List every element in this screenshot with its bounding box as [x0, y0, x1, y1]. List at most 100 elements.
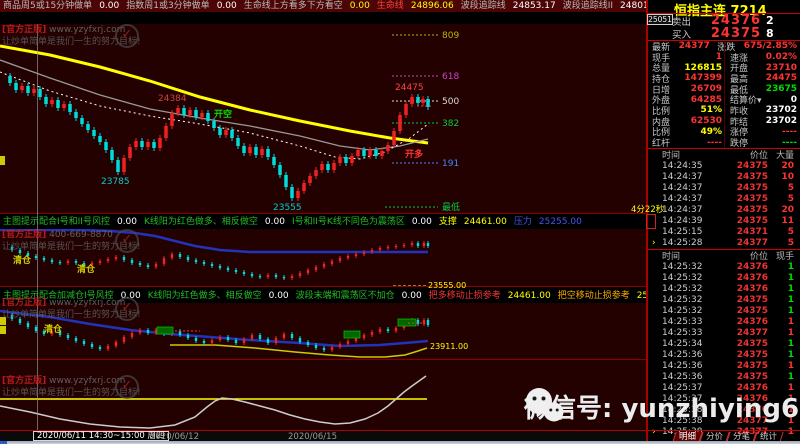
candle-body: [186, 335, 190, 338]
candle-body: [266, 275, 270, 277]
candle-body: [356, 150, 360, 156]
time-axis-bar: 2020/06/11 14:30~15:00 周四 2020/06/12 2020…: [0, 431, 646, 442]
tick-volume: 1: [787, 371, 794, 382]
tick-volume: 1: [787, 327, 794, 338]
table-row: 14:25:33 24377 1: [648, 327, 800, 338]
candle-body: [32, 89, 36, 93]
candle-body: [306, 270, 310, 273]
indicator-pane-3-chart[interactable]: [0, 360, 646, 430]
table-row: 14:25:36 24375 1: [648, 360, 800, 371]
watermark-brand-tag: [官方正版]: [2, 376, 47, 386]
table-row: 14:25:15 24371 5: [648, 226, 800, 237]
main-candlestick-chart[interactable]: 809 618 500 382 191 最低: [0, 24, 646, 213]
table-row: 14:24:39 24375 11: [648, 215, 800, 226]
signal-label: 清仓: [77, 265, 96, 275]
candle-body: [386, 329, 390, 331]
candle-body: [226, 268, 230, 270]
crosshair-vertical-line[interactable]: [37, 24, 38, 431]
chart-mark: [0, 326, 6, 334]
sell-price: 24376: [710, 13, 762, 28]
watermark-brand-tag: [官方正版]: [2, 298, 47, 308]
table-row: 14:24:37 24375 10: [648, 171, 800, 182]
candle-body: [194, 110, 198, 117]
tick-price: 24375: [736, 204, 768, 215]
stat-label: 最低: [730, 85, 749, 96]
tab-分价[interactable]: 分价: [699, 431, 730, 442]
tick-volume: 1: [787, 382, 794, 393]
tab-明细[interactable]: 明细: [672, 431, 703, 442]
price-annotation: 23785: [101, 177, 130, 187]
candle-body: [362, 150, 366, 156]
candle-body: [346, 341, 350, 344]
indicator-pane-1-chart[interactable]: [0, 229, 646, 287]
tick-volume: 1: [787, 426, 794, 437]
sell-quote-row[interactable]: 卖出 24376 2: [648, 13, 800, 28]
watermark-brand-tag: [官方正版]: [2, 230, 47, 240]
tick-volume: 11: [781, 215, 794, 226]
candle-body: [164, 126, 168, 138]
candle-body: [116, 160, 120, 172]
tick-volume: 1: [787, 349, 794, 360]
candle-body: [122, 337, 126, 342]
indicator-text: 指数周1或3分钟做单: [126, 1, 210, 11]
candle-body: [282, 334, 286, 338]
tick-price: 24376: [736, 272, 768, 283]
table-row: 14:24:37 24375 5: [648, 182, 800, 193]
tick-volume: 5: [787, 226, 794, 237]
tick-time: 14:25:33: [662, 316, 703, 327]
tab-统计[interactable]: 统计: [753, 431, 784, 442]
candle-body: [392, 131, 396, 145]
candle-body: [74, 338, 78, 341]
candle-body: [314, 267, 318, 270]
candle-body: [128, 147, 132, 158]
pane-divider: [0, 286, 646, 287]
indicator-text: 24853.17: [512, 1, 556, 11]
candle-body: [416, 97, 420, 103]
main-indicator-header: 商品周5或15分钟做单 0.00 指数周1或3分钟做单 0.00 生命线上方看多下方看空…: [0, 0, 646, 12]
candle-body: [278, 165, 282, 175]
candle-body: [62, 104, 66, 108]
candle-body: [200, 113, 204, 117]
stat-label: 开盘: [730, 64, 749, 75]
table-row: 14:25:38 24377 1: [648, 415, 800, 426]
candle-body: [178, 254, 182, 257]
tick-time: 14:24:35: [662, 160, 703, 171]
indicator-text: I号和II号K线不同色为震荡区: [291, 217, 405, 227]
candle-body: [378, 248, 382, 250]
candle-body: [370, 332, 374, 335]
wechat-icon: [526, 388, 564, 422]
candle-body: [380, 151, 384, 156]
fib-level-label: 382: [442, 119, 459, 129]
table-row: 14:25:28 › 24377 5: [648, 237, 800, 248]
table-row: 14:25:37 24376 1: [648, 382, 800, 393]
table-row: 14:25:32 24375 1: [648, 305, 800, 316]
tick-time: 14:25:36: [662, 371, 703, 382]
chart-line: [0, 229, 428, 254]
chart-line: [170, 344, 428, 358]
table-header-row: 时间 价位 大量: [648, 149, 800, 161]
candle-body: [284, 175, 288, 187]
stat-label: 最高: [730, 74, 749, 85]
candle-body: [378, 329, 382, 332]
table-header: 时间: [662, 252, 681, 262]
table-row: 14:25:32 24376 1: [648, 261, 800, 272]
tab-label: 分价: [706, 431, 724, 442]
candle-body: [82, 341, 86, 344]
tab-分笔[interactable]: 分笔: [726, 431, 757, 442]
pane-divider: [0, 430, 646, 431]
brand-watermark: [官方正版] www.yzyfxrj.com 让炒单简单是我们一生的努力目标!: [2, 375, 141, 399]
main-indicator-values: 商品周5或15分钟做单 0.00 指数周1或3分钟做单 0.00 生命线上方看多下方看空…: [0, 0, 646, 12]
stat-label: 外盘: [652, 96, 671, 107]
stat-value: 147399: [684, 73, 722, 84]
tab-label: 明细: [679, 431, 697, 442]
candle-body: [176, 108, 180, 113]
indicator-pane-2-chart[interactable]: [0, 303, 646, 360]
tick-volume: 5: [787, 237, 794, 248]
candle-body: [426, 320, 430, 325]
stat-label: 速涨: [730, 53, 749, 64]
tick-volume: 20: [781, 160, 794, 171]
candle-body: [66, 261, 70, 263]
candle-body: [134, 141, 138, 147]
stat-label: 涨停: [730, 128, 749, 139]
buy-quote-row[interactable]: 买入 24375 8: [648, 26, 800, 41]
